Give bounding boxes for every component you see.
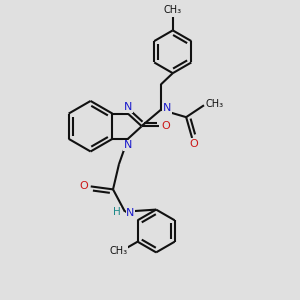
Text: O: O [189, 139, 198, 149]
Text: H: H [113, 207, 121, 217]
Text: N: N [124, 102, 132, 112]
Text: N: N [124, 140, 132, 150]
Text: N: N [126, 208, 134, 218]
Text: CH₃: CH₃ [205, 99, 224, 109]
Text: N: N [163, 103, 171, 113]
Text: CH₃: CH₃ [164, 5, 182, 16]
Text: O: O [161, 122, 170, 131]
Text: O: O [80, 182, 88, 191]
Text: CH₃: CH₃ [109, 246, 127, 256]
